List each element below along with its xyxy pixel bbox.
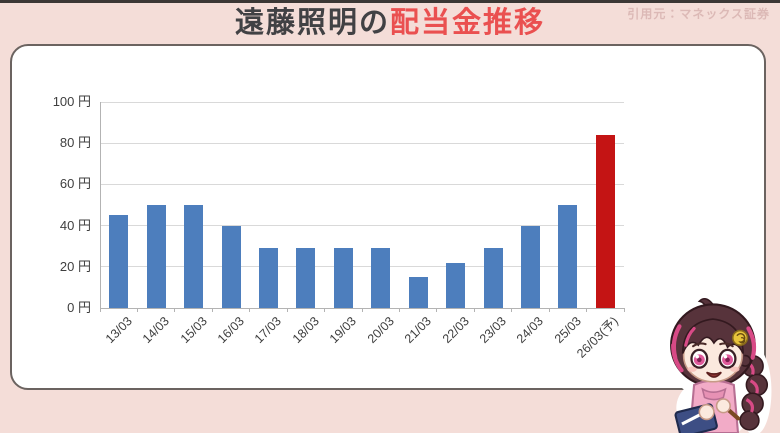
mascot-face	[681, 318, 745, 383]
top-divider-line	[0, 0, 780, 3]
x-axis-tick	[361, 308, 363, 312]
page-title-accent: 配当金推移	[390, 6, 546, 39]
bar	[146, 205, 166, 308]
chart-card: 0 円 20 円 40 円 60 円 80 円 100 円 13/03 14/03 15/03 1…	[10, 44, 766, 390]
gridline	[100, 101, 624, 103]
page-title: 遠藤照明の配当金推移	[234, 6, 546, 39]
gridline	[100, 225, 624, 227]
x-axis-tick	[511, 308, 513, 312]
y-axis-tick-label: 60 円	[59, 176, 91, 192]
bar	[408, 277, 428, 308]
x-axis-tick	[473, 308, 475, 312]
x-axis-tick	[548, 308, 550, 312]
bar	[184, 205, 204, 308]
x-axis-tick	[211, 308, 213, 312]
x-axis-tick	[174, 308, 176, 312]
x-axis-tick	[286, 308, 288, 312]
header: 遠藤照明の配当金推移	[0, 3, 780, 43]
gridline	[100, 266, 624, 268]
x-axis-tick	[436, 308, 438, 312]
bar	[483, 248, 503, 308]
y-axis-tick-label: 100 円	[52, 94, 91, 109]
page-title-plain: 遠藤照明の	[234, 6, 390, 39]
bar	[221, 225, 241, 308]
bar	[333, 248, 353, 308]
gridline	[100, 183, 624, 185]
gridline	[100, 142, 624, 144]
x-axis-tick	[249, 308, 251, 312]
mascot-eye-left	[690, 348, 709, 369]
x-axis-tick	[324, 308, 326, 312]
x-axis-tick	[623, 308, 625, 312]
bar	[446, 262, 466, 308]
bar	[520, 225, 540, 308]
y-axis-tick-label: 40 円	[59, 217, 91, 233]
mascot-braid	[739, 354, 769, 431]
bar	[109, 215, 129, 308]
y-axis-tick-label: 80 円	[59, 135, 91, 151]
mascot-eye-right	[718, 348, 737, 369]
mascot-character-illustration	[662, 297, 772, 433]
y-axis-tick-label: 0 円	[67, 300, 91, 315]
bar	[371, 248, 391, 308]
x-axis-tick	[136, 308, 138, 312]
x-axis-tick	[398, 308, 400, 312]
x-axis-tick	[586, 308, 588, 312]
mascot-mouth	[706, 371, 722, 378]
x-axis-tick	[99, 308, 101, 312]
source-attribution: 引用元：マネックス証券	[627, 7, 770, 21]
bar	[258, 248, 278, 308]
mascot-hairpin	[731, 329, 749, 346]
dividend-bar-chart: 0 円 20 円 40 円 60 円 80 円 100 円 13/03 14/03 15/03 1…	[12, 46, 764, 388]
y-axis-tick-label: 20 円	[59, 258, 91, 274]
y-axis-line	[99, 102, 101, 312]
bar	[296, 248, 316, 308]
bar	[558, 205, 578, 308]
bar-forecast	[595, 134, 615, 308]
